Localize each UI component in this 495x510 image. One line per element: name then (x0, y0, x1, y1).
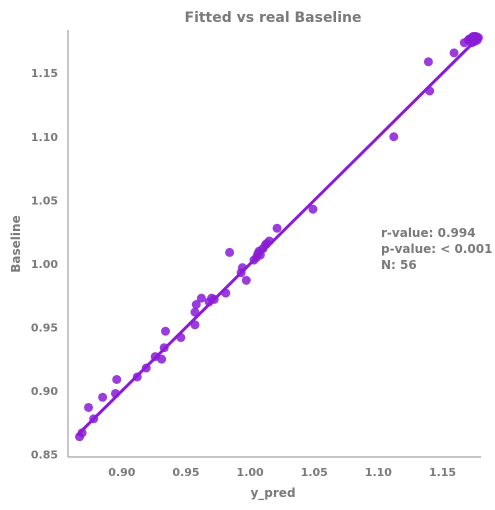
data-point (112, 374, 122, 384)
y-tick-label: 1.15 (31, 67, 58, 80)
x-tick-label: 1.05 (301, 466, 328, 479)
stats-annotation: r-value: 0.994 p-value: < 0.001 N: 56 (381, 226, 492, 272)
chart-title: Fitted vs real Baseline (185, 10, 362, 26)
x-tick-label: 1.00 (237, 466, 264, 479)
data-point (423, 57, 433, 67)
data-point (157, 354, 167, 364)
y-tick-label: 1.00 (31, 258, 58, 271)
x-tick-label: 0.95 (172, 466, 199, 479)
p-value-text: p-value: < 0.001 (381, 242, 492, 256)
data-point (84, 402, 94, 412)
regression-line (76, 36, 480, 436)
data-point (196, 293, 206, 303)
data-point (225, 247, 235, 257)
x-tick-label: 0.90 (108, 466, 135, 479)
data-point (449, 48, 459, 58)
y-tick-label: 0.90 (31, 385, 58, 398)
data-point (272, 223, 282, 233)
data-point (98, 392, 108, 402)
data-point (191, 300, 201, 309)
n-count-text: N: 56 (381, 258, 417, 272)
data-point (241, 275, 251, 285)
data-point (160, 326, 170, 336)
x-tick-label: 1.15 (429, 466, 456, 479)
axes (67, 30, 481, 458)
y-ticks: 0.85 0.90 0.95 1.00 1.05 1.10 1.15 (31, 67, 58, 461)
y-tick-label: 0.95 (31, 321, 58, 334)
y-tick-label: 1.05 (31, 194, 58, 207)
r-value-text: r-value: 0.994 (381, 226, 476, 240)
y-tick-label: 0.85 (31, 448, 58, 461)
x-ticks: 0.90 0.95 1.00 1.05 1.10 1.15 (108, 466, 456, 479)
data-point (389, 132, 399, 142)
x-axis-label: y_pred (250, 486, 295, 501)
x-tick-label: 1.10 (365, 466, 392, 479)
y-axis-label: Baseline (9, 215, 23, 272)
y-tick-label: 1.10 (31, 131, 58, 144)
data-point (308, 204, 318, 214)
